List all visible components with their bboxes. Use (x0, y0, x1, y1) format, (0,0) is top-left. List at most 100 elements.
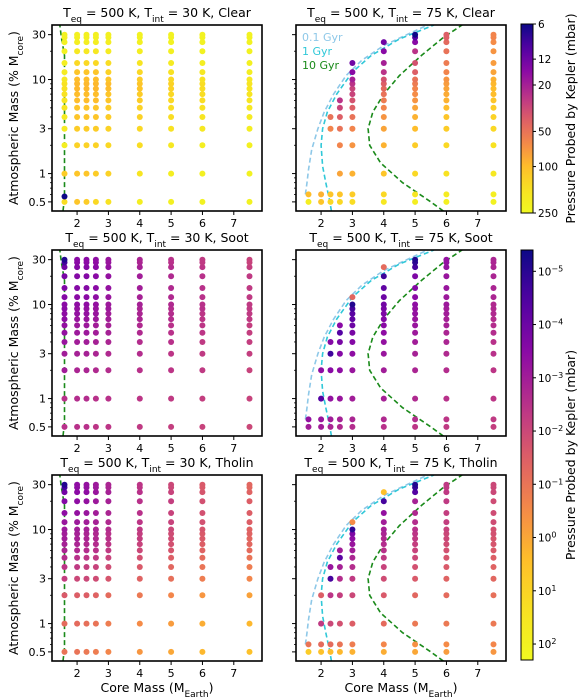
data-point (380, 423, 387, 430)
data-point (412, 85, 419, 92)
data-point (105, 80, 112, 87)
data-point (318, 641, 325, 648)
data-point (83, 339, 90, 345)
data-point (83, 310, 90, 317)
data-point (74, 316, 81, 323)
data-point (490, 31, 497, 38)
data-point (412, 535, 419, 542)
data-point (83, 554, 90, 561)
data-point (380, 191, 387, 198)
data-point (92, 114, 99, 120)
data-point (74, 489, 81, 496)
data-point (136, 648, 143, 655)
data-point (246, 481, 253, 488)
data-point (74, 31, 81, 38)
data-point (349, 575, 356, 582)
data-point (443, 256, 450, 263)
data-point (412, 305, 419, 312)
data-point (318, 620, 325, 627)
data-point (136, 273, 143, 280)
data-point (136, 339, 143, 345)
data-point (61, 339, 68, 345)
data-point (136, 310, 143, 317)
data-point (443, 316, 450, 323)
data-point (490, 416, 497, 423)
data-point (199, 310, 206, 317)
data-point (199, 350, 206, 357)
data-point (380, 541, 387, 548)
data-point (490, 489, 497, 496)
curve-1-Gyr (320, 475, 435, 661)
data-point (92, 423, 99, 430)
data-point (61, 76, 68, 83)
data-point (92, 339, 99, 345)
legend-entry: 1 Gyr (302, 45, 333, 58)
data-point (92, 198, 99, 205)
data-point (412, 114, 419, 120)
data-point (336, 416, 343, 423)
data-point (336, 191, 343, 198)
data-point (83, 85, 90, 92)
data-point (336, 170, 343, 177)
data-point (136, 31, 143, 38)
data-point (443, 481, 450, 488)
data-point (105, 339, 112, 345)
data-point (412, 76, 419, 83)
data-point (168, 395, 175, 402)
data-point (349, 97, 356, 104)
data-point (92, 489, 99, 496)
data-point (136, 256, 143, 263)
data-point (74, 170, 81, 177)
data-point (136, 564, 143, 570)
data-point (168, 329, 175, 336)
data-point (412, 498, 419, 505)
data-point (349, 541, 356, 548)
data-point (168, 69, 175, 76)
data-point (105, 620, 112, 627)
data-point (380, 273, 387, 280)
data-point (199, 547, 206, 554)
data-point (83, 329, 90, 336)
data-point (83, 481, 90, 488)
data-point (412, 310, 419, 317)
data-point (61, 541, 68, 548)
data-point (443, 48, 450, 55)
data-point (246, 273, 253, 280)
data-point (336, 395, 343, 402)
data-point (61, 69, 68, 76)
data-point (105, 367, 112, 374)
x-tick-label: 4 (380, 667, 387, 680)
data-point (246, 48, 253, 55)
data-point (349, 316, 356, 323)
data-point (61, 198, 68, 205)
data-point (168, 526, 175, 533)
data-point (336, 641, 343, 648)
data-point (349, 104, 356, 111)
data-point (443, 489, 450, 496)
data-point (490, 305, 497, 312)
data-point (443, 641, 450, 648)
data-point (136, 60, 143, 66)
data-point (412, 60, 419, 66)
data-point (74, 85, 81, 92)
data-point (349, 620, 356, 627)
data-point (246, 142, 253, 149)
data-point (490, 191, 497, 198)
y-tick-label: 30 (32, 254, 46, 267)
data-point (199, 329, 206, 336)
data-point (349, 329, 356, 336)
data-point (246, 489, 253, 496)
data-point (136, 535, 143, 542)
panel-title: Teq = 500 K, Tint = 30 K, Tholin (59, 455, 253, 475)
y-tick-label: 1 (39, 618, 46, 631)
data-point (92, 264, 99, 271)
data-point (105, 104, 112, 111)
data-point (92, 310, 99, 317)
data-point (336, 554, 343, 561)
data-point (349, 294, 356, 301)
panel-title: Teq = 500 K, Tint = 30 K, Soot (64, 230, 248, 250)
plot-frame (295, 249, 507, 437)
x-tick-label: 3 (349, 442, 356, 455)
data-point (380, 142, 387, 149)
data-points (305, 31, 497, 205)
